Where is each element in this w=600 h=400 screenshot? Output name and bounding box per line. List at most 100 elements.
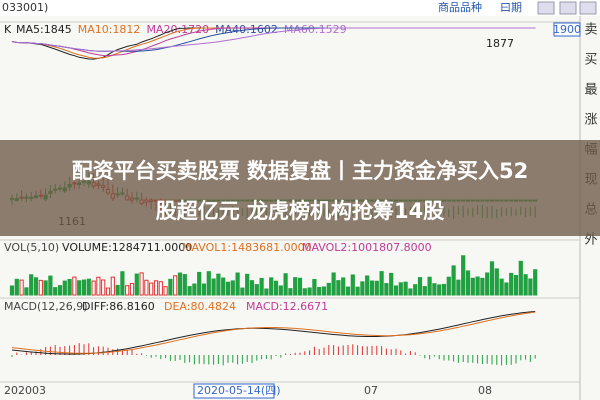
volume-bar (499, 278, 504, 296)
volume-bar (173, 275, 178, 296)
volume-bar (216, 273, 221, 296)
volume-bar (283, 273, 288, 296)
button[interactable] (579, 1, 597, 15)
volume-bar (446, 276, 451, 296)
macd-line (11, 311, 536, 354)
button[interactable] (537, 1, 555, 15)
macd-item: DIFF:86.8160 (82, 300, 155, 313)
volume-bar (307, 287, 312, 296)
headline-band (0, 140, 600, 236)
volume-bar (321, 286, 327, 296)
volume-bar (341, 277, 346, 296)
macd-title: MACD(12,26,9) (4, 300, 88, 313)
volume-bar (91, 280, 96, 296)
volume-bar (245, 273, 250, 296)
volume-item: VOLUME:1284711.0000 (62, 241, 192, 254)
volume-bar (120, 271, 125, 296)
volume-bar (235, 272, 240, 296)
volume-bar (230, 280, 235, 296)
volume-bar (533, 269, 538, 296)
volume-bar (413, 284, 418, 296)
volume-bar (225, 281, 231, 296)
side-label: 涨 (584, 113, 597, 128)
volume-bar (134, 273, 139, 296)
ma-label: MA5:1845 (16, 23, 72, 36)
x-axis-label: 2020-05-14(四) (197, 384, 281, 397)
ma-label: MA60:1529 (284, 23, 347, 36)
volume-bar (336, 280, 341, 296)
date-menu[interactable]: 曰期 (500, 1, 522, 14)
ma-label: MA10:1812 (78, 23, 141, 36)
toolbar (0, 0, 600, 16)
volume-bar (249, 280, 255, 296)
volume-bar (384, 283, 389, 296)
volume-bar (57, 285, 63, 296)
volume-bar (293, 277, 298, 296)
high-label: 1877 (486, 37, 514, 50)
volume-bar (115, 284, 120, 296)
ma-label: MA20:1720 (146, 23, 209, 36)
volume-bar (389, 272, 394, 296)
volume-bar (302, 288, 307, 296)
volume-bar (144, 279, 149, 296)
volume-bar (461, 255, 466, 296)
volume-bar (125, 285, 130, 296)
volume-bar (379, 271, 384, 296)
side-label: 最 (584, 83, 597, 98)
volume-bar (240, 287, 245, 296)
volume-bar (360, 281, 365, 296)
volume-bar (485, 272, 490, 296)
volume-bar (288, 288, 293, 296)
volume-title: VOL(5,10) (4, 241, 59, 254)
volume-bar (187, 286, 192, 296)
volume-bar (72, 276, 77, 296)
volume-bar (317, 287, 322, 296)
volume-bar (297, 277, 303, 296)
volume-bar (451, 265, 456, 296)
volume-bar (374, 280, 379, 296)
volume-bar (53, 287, 58, 296)
volume-bar (96, 276, 101, 296)
volume-bar (129, 283, 135, 296)
volume-bar (456, 279, 461, 296)
volume-bar (86, 278, 91, 296)
volume-bar (427, 276, 432, 296)
date-box (193, 383, 275, 399)
volume-bar (62, 280, 67, 296)
stock-code: 033001) (2, 1, 48, 14)
volume-bar (101, 279, 106, 296)
volume-bar (48, 275, 53, 296)
volume-bar (182, 274, 187, 296)
volume-bar (254, 284, 259, 296)
volume-bar (523, 274, 528, 296)
button[interactable] (559, 1, 577, 15)
volume-bar (369, 280, 375, 296)
volume-bar (33, 277, 39, 296)
volume-bar (513, 275, 519, 296)
volume-bar (331, 272, 336, 296)
volume-bar (264, 288, 269, 296)
volume-bar (38, 279, 43, 296)
volume-bar (518, 260, 523, 296)
volume-bar (504, 282, 509, 296)
x-axis-label: 202003 (4, 384, 46, 397)
volume-bar (422, 286, 427, 296)
volume-bar (365, 275, 370, 296)
volume-bar (177, 272, 183, 296)
volume-bar (480, 277, 485, 296)
volume-bar (197, 271, 202, 296)
volume-bar (417, 277, 423, 296)
product-menu[interactable]: 商品品种 (438, 0, 482, 14)
volume-bar (345, 286, 351, 296)
volume-bar (81, 279, 87, 296)
volume-bar (393, 285, 399, 296)
volume-bar (29, 274, 34, 296)
volume-bar (77, 280, 82, 296)
volume-bar (509, 272, 514, 296)
volume-bar (168, 278, 173, 296)
volume-bar (403, 281, 408, 296)
volume-bar (158, 281, 163, 296)
volume-bar (43, 280, 48, 296)
headline: 股超亿元 龙虎榜机构抢筹14股 (156, 199, 445, 223)
